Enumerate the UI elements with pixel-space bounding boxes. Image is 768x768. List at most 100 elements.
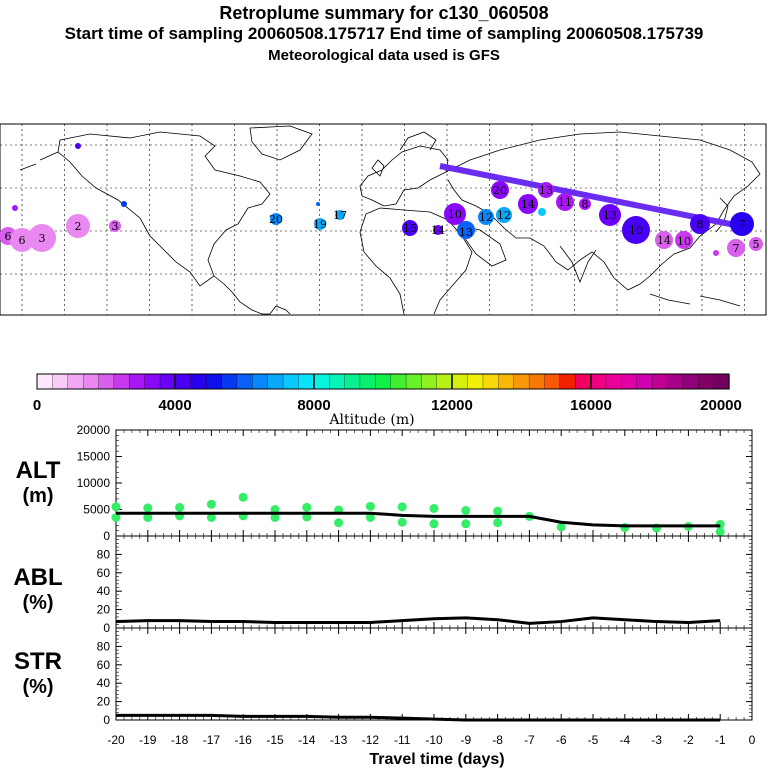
colorbar-cell xyxy=(344,373,361,390)
y-tick-label: 80 xyxy=(97,639,111,653)
panel-str: 0 20 40 60 80 xyxy=(97,627,753,727)
colorbar-cell xyxy=(467,373,484,390)
x-tick-label: -8 xyxy=(492,733,503,747)
altitude-point xyxy=(365,512,375,522)
plume-position xyxy=(749,237,763,251)
colorbar-cell xyxy=(82,373,100,390)
plume-day-label: 14 xyxy=(431,224,445,237)
track-line xyxy=(439,163,741,229)
plume-day-label: 12 xyxy=(479,211,493,224)
plume-position xyxy=(444,203,466,225)
series-line-str xyxy=(116,713,721,722)
abl-panel-unit: (%) xyxy=(22,592,53,614)
plume-day-label: 20 xyxy=(493,184,507,197)
altitude-point xyxy=(365,501,375,511)
colorbar-cell xyxy=(713,373,730,390)
x-tick-label: -7 xyxy=(524,733,535,747)
colorbar-cell xyxy=(282,373,300,390)
y-tick-label: 0 xyxy=(103,529,110,543)
panel-frame xyxy=(115,535,753,629)
colorbar-cell xyxy=(98,373,115,390)
altitude-point xyxy=(143,503,153,513)
plume-position xyxy=(314,218,326,230)
colorbar-cell xyxy=(636,373,653,390)
panel-abl: 0 20 40 60 80 xyxy=(97,535,753,635)
plume-day-label: 10 xyxy=(677,235,691,248)
colorbar-cell xyxy=(144,373,161,390)
altitude-point xyxy=(461,519,471,529)
plume-position xyxy=(496,207,512,223)
plume-position xyxy=(66,214,90,238)
colorbar-cell xyxy=(528,373,546,390)
plume-day-label: 14 xyxy=(521,198,535,211)
y-tick-label: 60 xyxy=(97,658,111,672)
plume-position xyxy=(690,214,710,234)
colorbar-tick-label: 20000 xyxy=(700,397,742,414)
altitude-point xyxy=(111,512,121,522)
y-tick-label: 60 xyxy=(97,566,111,580)
colorbar-cell xyxy=(175,373,192,390)
plume-day-label: 11 xyxy=(558,196,572,209)
colorbar-cell xyxy=(221,373,238,390)
plume-position xyxy=(599,204,621,226)
y-tick-label: 15000 xyxy=(77,450,111,464)
panel-alt: 0 5000 10000 15000 20000 xyxy=(77,423,753,543)
plume-day-label: 19 xyxy=(313,218,327,231)
plume-day-label: 10 xyxy=(448,208,462,221)
x-tick-label: -13 xyxy=(330,733,348,747)
plume-position xyxy=(12,205,18,211)
colorbar-cell xyxy=(236,373,253,390)
colorbar-cell xyxy=(52,373,69,390)
y-tick-label: 0 xyxy=(103,713,110,727)
x-tick-label: 0 xyxy=(749,733,756,747)
x-tick-label: -14 xyxy=(298,733,316,747)
plume-position xyxy=(270,213,282,225)
colorbar-cell xyxy=(298,373,315,390)
str-panel-unit: (%) xyxy=(22,676,53,698)
x-tick-label: -1 xyxy=(715,733,726,747)
abl-panel-label: ABL xyxy=(13,564,62,591)
y-tick-label: 80 xyxy=(97,547,111,561)
colorbar-cell xyxy=(359,373,376,390)
plume-position xyxy=(579,198,591,210)
colorbar-cell xyxy=(682,373,699,390)
colorbar-cell xyxy=(544,373,561,390)
y-tick-label: 5000 xyxy=(83,503,110,517)
y-tick-label: 10000 xyxy=(77,476,111,490)
colorbar-cell xyxy=(559,373,576,390)
altitude-point xyxy=(397,502,407,512)
plume-position xyxy=(655,231,673,249)
plume-position xyxy=(316,202,320,206)
colorbar-cell xyxy=(498,373,515,390)
altitude-point xyxy=(715,527,725,537)
plume-position xyxy=(433,225,443,235)
series-line-abl xyxy=(115,616,721,625)
y-tick-label: 40 xyxy=(97,584,111,598)
plume-day-label: 10 xyxy=(629,224,643,237)
colorbar-cell xyxy=(405,373,423,390)
x-tick-label: -10 xyxy=(425,733,443,747)
colorbar-cell xyxy=(482,373,499,390)
altitude-point xyxy=(238,492,248,502)
colorbar-cell xyxy=(667,373,684,390)
plume-position xyxy=(75,143,81,149)
plume-position xyxy=(727,239,745,257)
colorbar-cell xyxy=(67,373,84,390)
retroplume-track xyxy=(439,163,741,229)
met-data-note: Meteorological data used is GFS xyxy=(268,47,500,64)
y-tick-label: 20000 xyxy=(77,423,111,437)
plume-position xyxy=(402,220,418,236)
x-tick-label: -18 xyxy=(171,733,189,747)
colorbar-cell xyxy=(113,373,130,390)
altitude-point xyxy=(270,512,280,522)
colorbar-cell xyxy=(513,373,530,390)
colorbar-cell xyxy=(190,373,207,390)
y-tick-label: 20 xyxy=(97,603,111,617)
plume-position xyxy=(518,194,538,214)
sampling-times: Start time of sampling 20060508.175717 E… xyxy=(64,24,704,43)
x-axis-title: Travel time (days) xyxy=(369,751,504,768)
y-tick-label: 40 xyxy=(97,676,111,690)
plume-day-label: 3 xyxy=(112,220,119,233)
